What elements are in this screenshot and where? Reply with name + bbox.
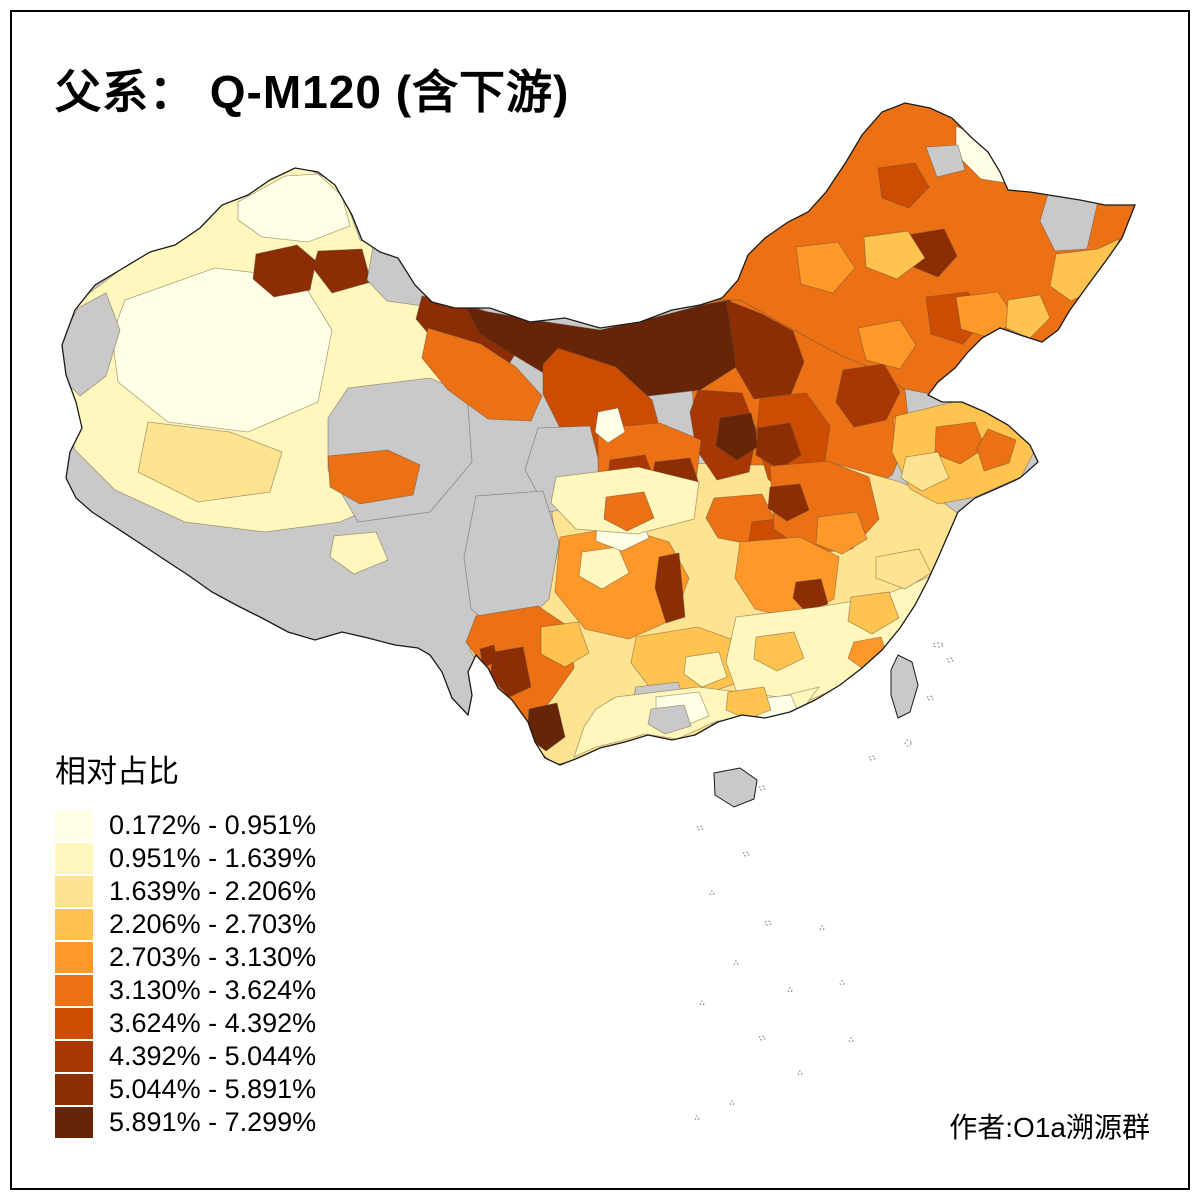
legend-label: 2.206% - 2.703% bbox=[109, 909, 317, 939]
map-region bbox=[1005, 294, 1051, 339]
small-island bbox=[758, 785, 766, 791]
small-island bbox=[696, 825, 704, 831]
small-island bbox=[904, 739, 912, 747]
legend-swatch bbox=[55, 1041, 93, 1072]
legend-entries: 0.172% - 0.951% 0.951% - 1.639% 1.639% - 2… bbox=[55, 809, 316, 1139]
map-region bbox=[863, 230, 926, 280]
map-region bbox=[540, 621, 590, 668]
map-region bbox=[795, 241, 856, 294]
map-region bbox=[603, 491, 655, 532]
legend-swatch bbox=[55, 810, 93, 841]
map-region bbox=[725, 299, 805, 400]
legend-label: 5.044% - 5.891% bbox=[109, 1074, 317, 1104]
small-island bbox=[868, 755, 876, 761]
legend-swatch bbox=[55, 942, 93, 973]
taiwan-island bbox=[890, 654, 919, 719]
legend-label: 0.951% - 1.639% bbox=[109, 843, 317, 873]
map-region bbox=[715, 412, 760, 461]
legend-entry: 2.703% - 3.130% bbox=[55, 941, 316, 974]
small-island bbox=[699, 1000, 705, 1006]
small-island bbox=[758, 1035, 766, 1041]
legend-label: 4.392% - 5.044% bbox=[109, 1041, 317, 1071]
small-island bbox=[848, 1037, 854, 1043]
hainan-island bbox=[713, 767, 758, 808]
legend-swatch bbox=[55, 1008, 93, 1039]
legend-entry: 5.044% - 5.891% bbox=[55, 1073, 316, 1106]
legend-swatch bbox=[55, 1074, 93, 1105]
legend-entry: 0.951% - 1.639% bbox=[55, 842, 316, 875]
map-title: 父系： Q-M120 (含下游) bbox=[55, 66, 570, 118]
map-region bbox=[421, 327, 543, 422]
legend-swatch bbox=[55, 843, 93, 874]
map-region bbox=[900, 451, 950, 492]
map-region bbox=[925, 144, 966, 178]
legend-label: 0.172% - 0.951% bbox=[109, 810, 317, 840]
legend-entry: 0.172% - 0.951% bbox=[55, 809, 316, 842]
map-region bbox=[327, 449, 421, 505]
small-island bbox=[787, 987, 793, 993]
small-island bbox=[926, 695, 934, 701]
legend-entry: 4.392% - 5.044% bbox=[55, 1040, 316, 1073]
map-region bbox=[489, 646, 532, 698]
map-region bbox=[976, 428, 1017, 472]
small-island bbox=[742, 851, 750, 857]
map-region bbox=[683, 651, 728, 688]
map-region bbox=[753, 631, 805, 672]
small-island bbox=[932, 642, 944, 648]
map-region bbox=[578, 546, 630, 590]
legend: 相对占比 0.172% - 0.951% 0.951% - 1.639% 1.639… bbox=[55, 746, 316, 1139]
legend-entry: 3.624% - 4.392% bbox=[55, 1007, 316, 1040]
map-region bbox=[934, 421, 986, 465]
small-island bbox=[694, 1115, 700, 1121]
legend-entry: 2.206% - 2.703% bbox=[55, 908, 316, 941]
map-region bbox=[875, 548, 932, 590]
mainland-outline bbox=[61, 102, 1136, 766]
attribution: 作者:O1a溯源群 bbox=[949, 1112, 1150, 1143]
map-region bbox=[647, 704, 692, 735]
map-region bbox=[329, 531, 389, 575]
map-region bbox=[955, 291, 1016, 340]
map-region bbox=[594, 407, 626, 444]
legend-label: 2.703% - 3.130% bbox=[109, 942, 317, 972]
legend-entry: 1.639% - 2.206% bbox=[55, 875, 316, 908]
legend-entry: 5.891% - 7.299% bbox=[55, 1106, 316, 1139]
map-region bbox=[847, 591, 900, 635]
small-island bbox=[709, 890, 715, 896]
small-island bbox=[764, 920, 772, 926]
legend-label: 3.130% - 3.624% bbox=[109, 975, 317, 1005]
legend-label: 1.639% - 2.206% bbox=[109, 876, 317, 906]
small-island bbox=[729, 1100, 735, 1106]
map-region bbox=[252, 244, 317, 298]
map-region bbox=[857, 319, 917, 370]
legend-swatch bbox=[55, 909, 93, 940]
legend-label: 3.624% - 4.392% bbox=[109, 1008, 317, 1038]
map-region bbox=[767, 483, 810, 522]
map-region bbox=[237, 173, 351, 243]
small-island bbox=[839, 980, 845, 986]
small-island bbox=[819, 925, 825, 931]
small-island bbox=[946, 657, 954, 663]
legend-swatch bbox=[55, 876, 93, 907]
legend-swatch bbox=[55, 1107, 93, 1138]
legend-title: 相对占比 bbox=[55, 754, 179, 789]
map-region bbox=[725, 686, 772, 720]
legend-entry: 3.130% - 3.624% bbox=[55, 974, 316, 1007]
small-island bbox=[733, 960, 739, 966]
map-region bbox=[312, 248, 372, 294]
legend-swatch bbox=[55, 975, 93, 1006]
map-region bbox=[755, 422, 802, 470]
map-region bbox=[654, 552, 686, 624]
map-region bbox=[137, 421, 283, 503]
map-region bbox=[877, 162, 930, 209]
map-region bbox=[815, 511, 868, 555]
legend-label: 5.891% - 7.299% bbox=[109, 1107, 317, 1137]
small-island bbox=[797, 1070, 803, 1076]
